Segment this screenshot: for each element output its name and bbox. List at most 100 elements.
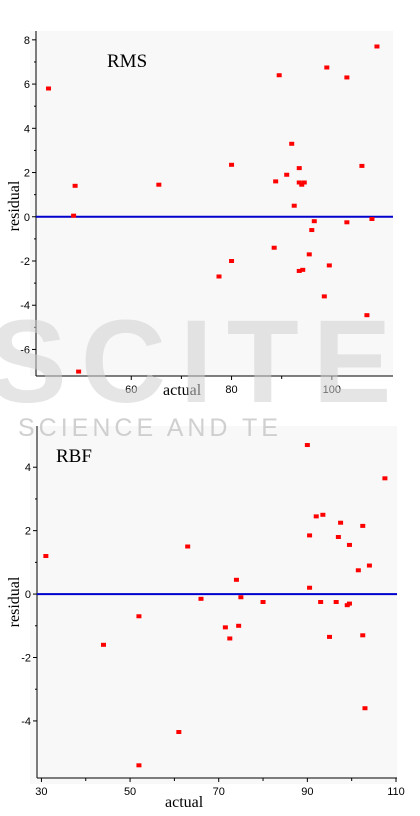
rbf-data-point xyxy=(238,595,244,600)
rbf-data-point xyxy=(198,596,204,601)
rbf-data-point xyxy=(136,614,142,619)
rms-data-point xyxy=(76,369,82,374)
rms-chart-label: RMS xyxy=(107,51,147,72)
rms-data-point xyxy=(72,183,78,188)
rbf-data-point xyxy=(313,514,319,519)
rms-x-tick-label: 100 xyxy=(323,384,341,396)
rbf-x-axis-label: actual xyxy=(165,794,204,811)
rms-data-point xyxy=(344,220,350,225)
rms-data-point xyxy=(299,182,305,187)
rbf-data-point xyxy=(360,523,366,528)
rms-data-point xyxy=(300,267,306,272)
rms-data-point xyxy=(296,180,302,185)
rms-data-point xyxy=(291,203,297,208)
rbf-y-tick-label: -2 xyxy=(21,652,31,664)
rms-data-point xyxy=(296,166,302,171)
rbf-data-point xyxy=(360,633,366,638)
rms-y-tick-label: 0 xyxy=(24,212,30,224)
rms-data-point xyxy=(309,228,315,233)
rms-data-point xyxy=(324,65,330,70)
rbf-data-point xyxy=(185,544,191,549)
rms-plot-background xyxy=(30,31,393,376)
rms-data-point xyxy=(326,263,332,268)
rms-data-point xyxy=(229,259,235,263)
rbf-data-point xyxy=(236,623,242,628)
rbf-x-tick-label: 110 xyxy=(387,786,405,798)
rbf-data-point xyxy=(333,600,339,604)
rms-data-point xyxy=(311,219,317,224)
rbf-data-point xyxy=(43,554,49,559)
rbf-data-point xyxy=(176,730,182,735)
rms-x-tick-label: 60 xyxy=(125,384,137,396)
rms-x-axis-label: actual xyxy=(163,382,202,399)
rbf-plot-background xyxy=(30,426,397,784)
rms-data-point xyxy=(369,216,375,221)
rms-data-point xyxy=(301,180,307,185)
rms-data-point xyxy=(271,245,277,250)
rbf-x-tick-label: 90 xyxy=(301,786,313,798)
rbf-data-point xyxy=(136,763,142,768)
rms-data-point xyxy=(344,75,350,80)
rms-data-point xyxy=(71,213,77,218)
rms-y-tick-label: 8 xyxy=(24,35,30,47)
rbf-y-tick-label: 2 xyxy=(25,526,31,538)
rbf-data-point xyxy=(346,601,352,606)
rms-data-point xyxy=(46,86,52,91)
rbf-y-tick-label: 4 xyxy=(25,462,31,474)
rbf-data-point xyxy=(335,534,341,539)
rms-chart-panel: -6 -4 -2 0 2 4 6 8 60 80 100 RMS actual residual xyxy=(6,31,393,399)
rbf-x-tick-label: 30 xyxy=(35,786,47,798)
rbf-y-axis-label: residual xyxy=(6,576,23,627)
rbf-data-point xyxy=(362,706,368,711)
rms-x-tick-label: 80 xyxy=(225,384,237,396)
rms-y-tick-label: 2 xyxy=(24,168,30,180)
rms-data-point xyxy=(364,313,370,318)
rbf-data-point xyxy=(304,443,310,448)
rms-data-point xyxy=(359,163,365,168)
rms-data-point xyxy=(273,179,279,184)
rms-data-point xyxy=(321,294,327,299)
rms-data-point xyxy=(289,141,295,146)
rms-data-point xyxy=(276,73,282,78)
rms-data-point xyxy=(229,162,235,167)
rbf-y-tick-label: 0 xyxy=(25,589,31,601)
rbf-data-point xyxy=(338,520,344,525)
rms-y-tick-label: -4 xyxy=(20,300,30,312)
rbf-data-point xyxy=(346,542,352,547)
rbf-data-point xyxy=(260,600,266,604)
rbf-data-point xyxy=(307,585,313,590)
rbf-data-point xyxy=(327,634,333,639)
rms-y-tick-label: -2 xyxy=(20,256,30,268)
rbf-data-point xyxy=(100,642,106,647)
rms-data-point xyxy=(296,268,302,273)
rbf-data-point xyxy=(318,600,324,604)
rms-y-tick-label: 4 xyxy=(24,123,30,135)
rms-data-point xyxy=(374,44,380,49)
rbf-data-point xyxy=(355,568,361,573)
rms-y-tick-label: 6 xyxy=(24,79,30,91)
rbf-chart-panel: -4 -2 0 2 4 30 50 70 90 110 RBF actual residual xyxy=(0,408,420,816)
rbf-points xyxy=(43,443,388,768)
rms-y-tick-label: -6 xyxy=(20,344,30,356)
rms-data-point xyxy=(156,182,162,187)
rbf-data-point xyxy=(233,577,239,582)
rbf-data-point xyxy=(222,625,228,630)
rms-y-axis-label: residual xyxy=(6,180,23,231)
rms-chart: -6 -4 -2 0 2 4 6 8 60 80 100 RMS actual residual xyxy=(6,31,393,399)
rbf-chart: -4 -2 0 2 4 30 50 70 90 110 RBF actual residual xyxy=(6,426,405,811)
rbf-x-tick-label: 50 xyxy=(124,786,136,798)
rbf-x-tick-label: 70 xyxy=(213,786,225,798)
rms-data-point xyxy=(284,172,290,177)
rbf-data-point xyxy=(366,563,372,568)
rbf-data-point xyxy=(307,533,313,538)
rbf-data-point xyxy=(320,512,326,517)
rbf-chart-label: RBF xyxy=(56,446,92,467)
rbf-data-point xyxy=(382,476,388,481)
rbf-data-point xyxy=(227,636,233,641)
rbf-y-tick-label: -4 xyxy=(21,716,31,728)
rms-data-point xyxy=(306,252,312,257)
rms-ticks: -6 -4 -2 0 2 4 6 8 60 80 100 xyxy=(20,35,341,396)
rbf-ticks: -4 -2 0 2 4 30 50 70 90 110 xyxy=(21,462,405,798)
rms-data-point xyxy=(216,274,222,279)
rms-points xyxy=(46,44,380,374)
